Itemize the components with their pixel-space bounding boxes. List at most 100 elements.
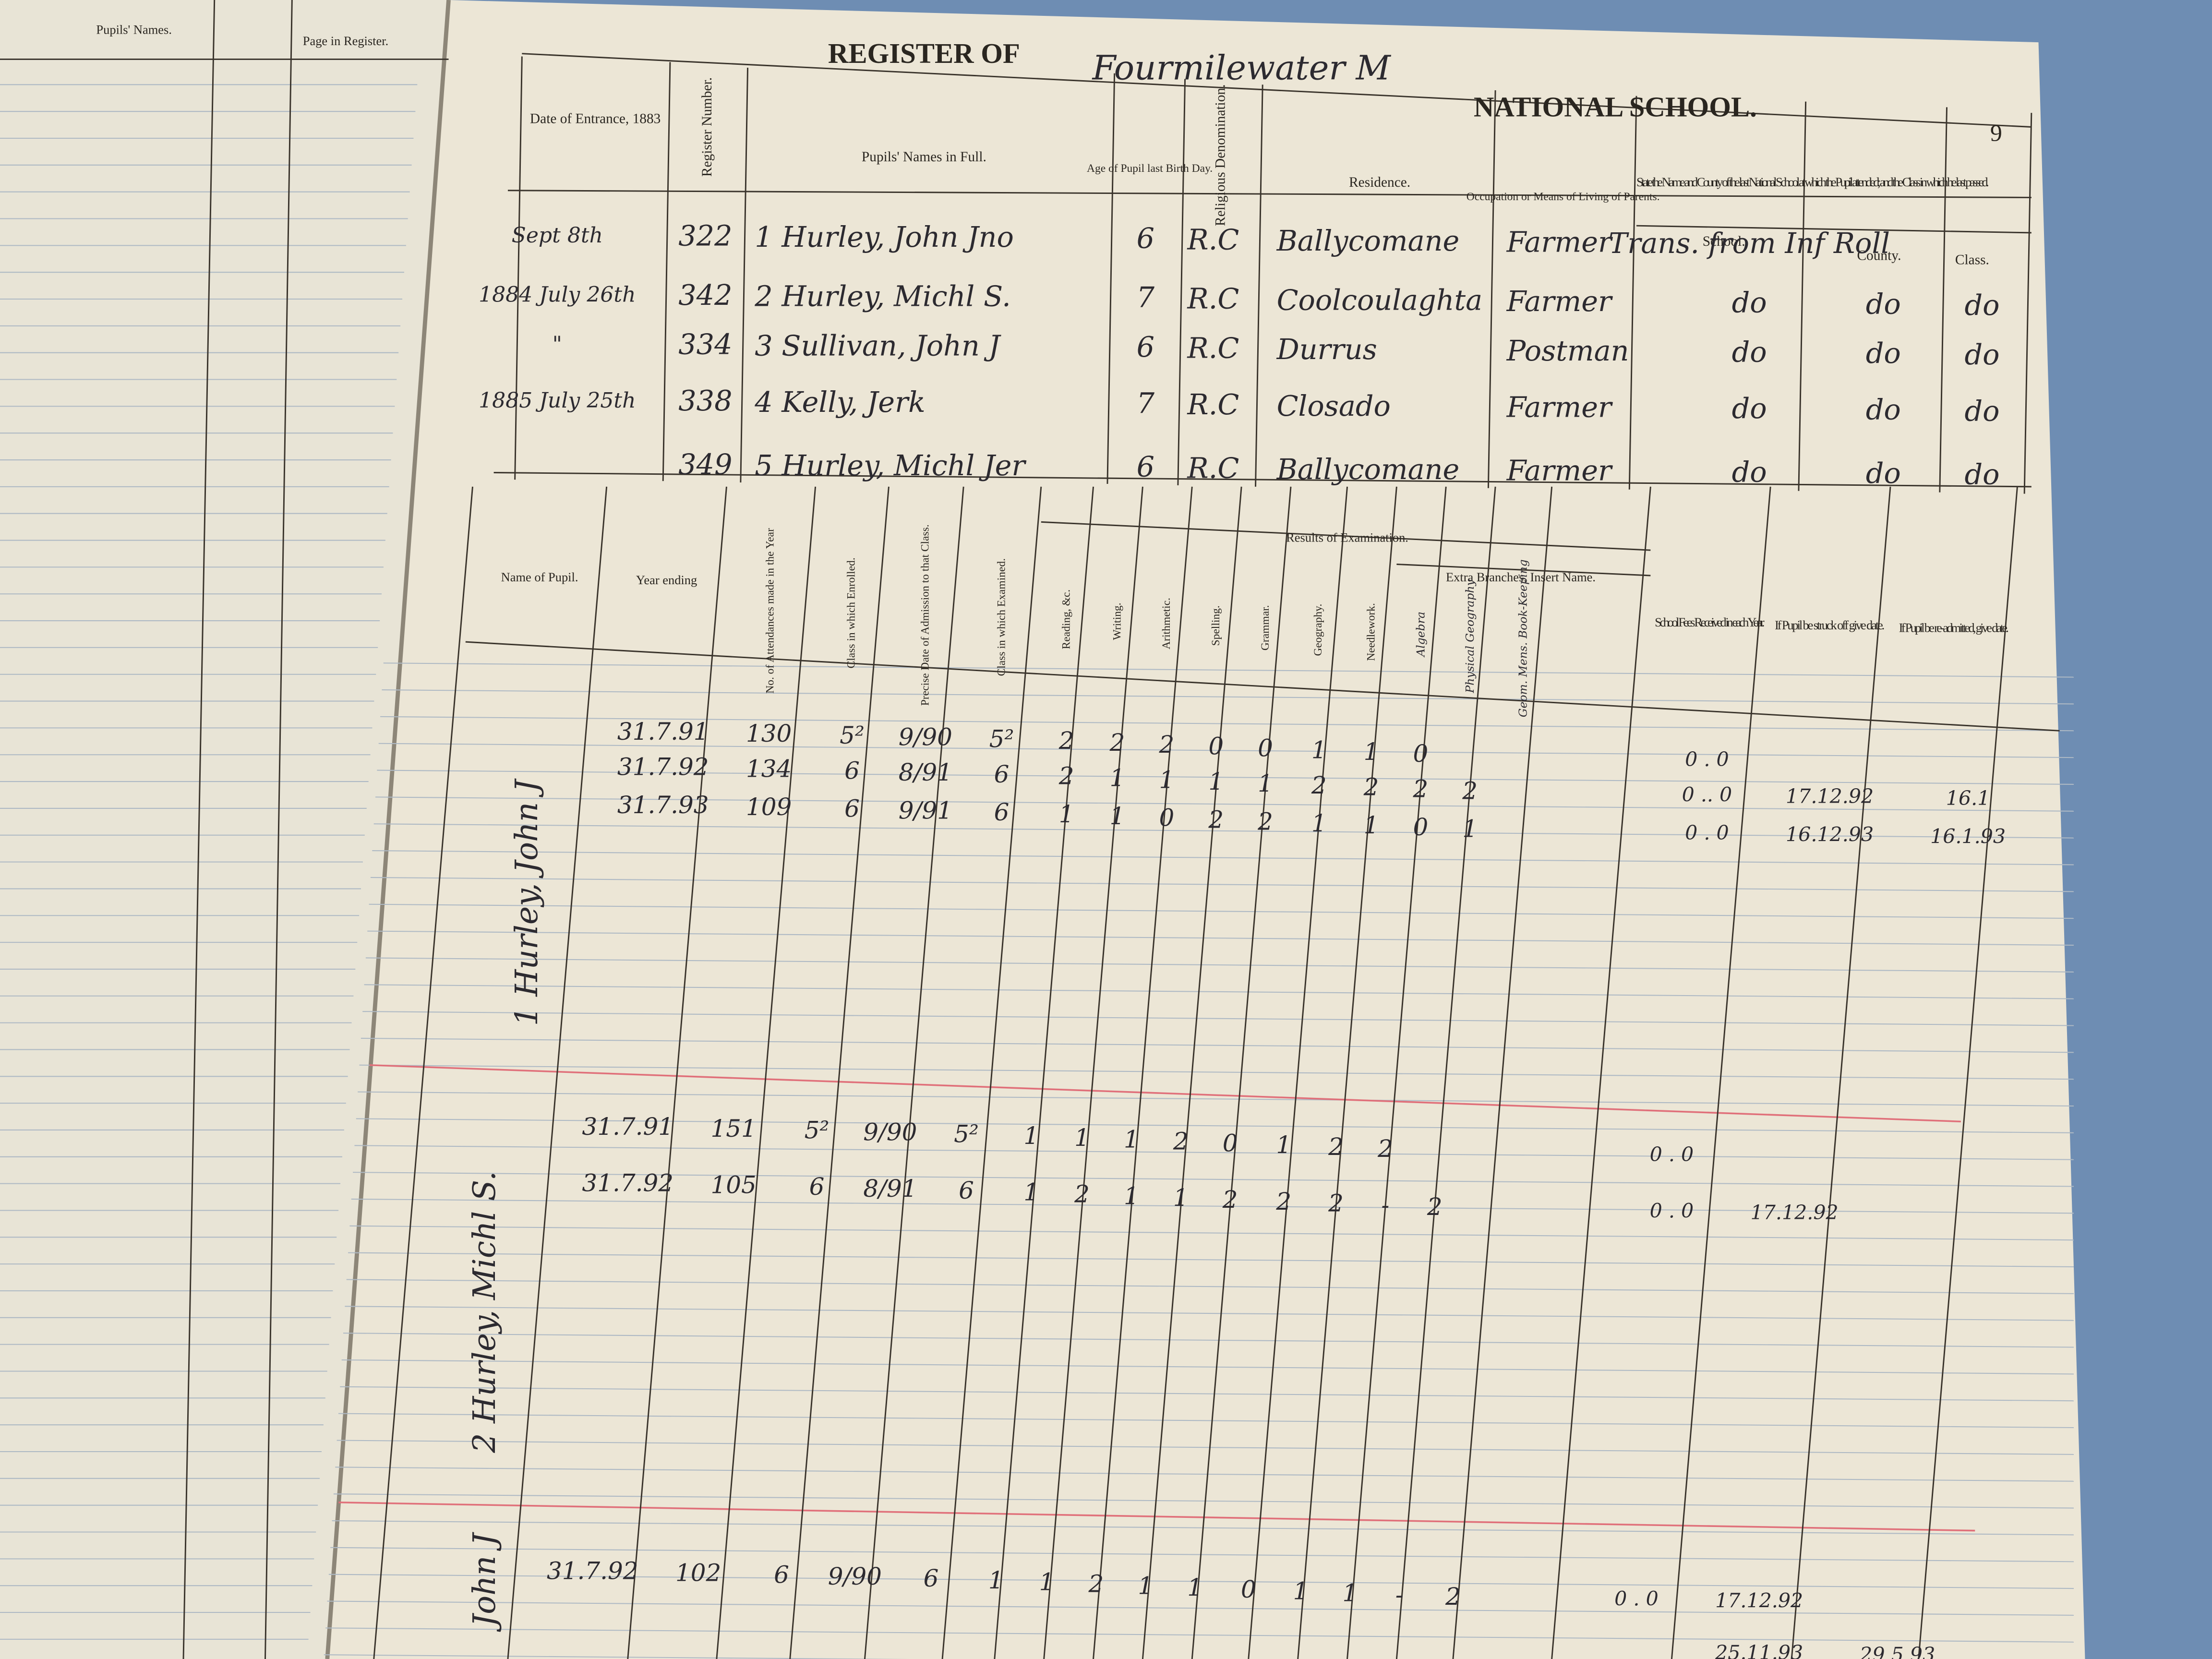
text: 2 bbox=[1208, 806, 1224, 834]
text: 2 Hurley, Michl S. bbox=[754, 279, 1011, 313]
text: Religious Denomination. bbox=[1213, 84, 1228, 226]
text: do bbox=[1732, 455, 1767, 488]
column-line bbox=[1191, 486, 1292, 1659]
text: 0 . 0 bbox=[1650, 1143, 1694, 1166]
ledger-line bbox=[383, 662, 2074, 678]
ledger-line bbox=[341, 1359, 2074, 1375]
text: Precise Date of Admission to that Class. bbox=[919, 524, 932, 706]
column-line bbox=[1551, 486, 1651, 1659]
text: 6 bbox=[924, 1564, 939, 1592]
text: do bbox=[1732, 392, 1767, 425]
header-line bbox=[507, 190, 2032, 198]
text: Residence. bbox=[1349, 175, 1410, 190]
text: 2 bbox=[1427, 1193, 1443, 1221]
column-line bbox=[941, 486, 1042, 1659]
text: 349 bbox=[678, 447, 732, 481]
column-line bbox=[662, 62, 671, 481]
text: 2 bbox=[1109, 729, 1125, 757]
text: 6 bbox=[994, 798, 1010, 826]
ledger-line bbox=[370, 877, 2074, 892]
column-line bbox=[1297, 486, 1397, 1659]
text: 16.12.93 bbox=[1786, 823, 1874, 846]
text: 322 bbox=[678, 219, 732, 252]
text: 1 bbox=[1110, 764, 1125, 792]
column-line bbox=[1628, 96, 1637, 490]
ledger-line bbox=[346, 1279, 2074, 1294]
text: 1 bbox=[1110, 802, 1125, 830]
text: 6 bbox=[1137, 450, 1154, 483]
text: do bbox=[1866, 287, 1901, 320]
text: R.C bbox=[1187, 282, 1239, 315]
ledger-line bbox=[348, 1252, 2074, 1268]
text: 17.12.92 bbox=[1751, 1201, 1839, 1224]
text: Class in which Examined. bbox=[995, 558, 1008, 676]
text: 0 bbox=[1241, 1575, 1256, 1603]
text: 1 bbox=[1187, 1574, 1202, 1601]
text: 9 bbox=[1990, 120, 2002, 146]
text: Physical Geography bbox=[1463, 579, 1477, 693]
text: 0 bbox=[1413, 740, 1428, 768]
text: R.C bbox=[1187, 223, 1239, 256]
column-line bbox=[373, 486, 473, 1659]
separator bbox=[338, 1502, 1975, 1532]
text: 0 . 0 bbox=[1650, 1199, 1694, 1222]
text: Age of Pupil last Birth Day. bbox=[1087, 162, 1213, 175]
column-line bbox=[507, 486, 608, 1659]
column-line bbox=[1248, 486, 1348, 1659]
text: 0 bbox=[1208, 733, 1224, 760]
ledger-line bbox=[372, 850, 2074, 866]
text: 0 bbox=[1223, 1129, 1238, 1157]
text: Farmer bbox=[1506, 285, 1613, 318]
ruling bbox=[0, 0, 2074, 1659]
text: " bbox=[553, 332, 562, 357]
text: 109 bbox=[746, 793, 792, 821]
text: John J bbox=[467, 1532, 503, 1632]
column-line bbox=[864, 486, 964, 1659]
text: 7 bbox=[1137, 281, 1155, 314]
column-line bbox=[1106, 73, 1116, 484]
text: 1 bbox=[1364, 811, 1379, 839]
text: do bbox=[1964, 458, 1999, 491]
text: do bbox=[1866, 457, 1901, 490]
text: - bbox=[1395, 1581, 1404, 1609]
header-line bbox=[1396, 564, 1651, 577]
column-line bbox=[1395, 486, 1496, 1659]
ledger-line bbox=[359, 1064, 2074, 1080]
text: Farmer bbox=[1506, 226, 1613, 259]
text: 2 bbox=[1088, 1570, 1104, 1598]
text: 1 bbox=[988, 1566, 1004, 1594]
text: 2 bbox=[1058, 727, 1074, 755]
text: 1 Hurley, John Jno bbox=[755, 220, 1014, 253]
text: do bbox=[1866, 393, 1901, 426]
text: 3 Sullivan, John J bbox=[755, 329, 1001, 362]
ledger-line bbox=[373, 823, 2074, 839]
ledger-line bbox=[380, 716, 2074, 732]
text: Date of Entrance, 1883 bbox=[530, 111, 661, 127]
text: 31.7.91 bbox=[617, 718, 709, 745]
column-line bbox=[1939, 107, 1948, 493]
right-page bbox=[327, 0, 2085, 1659]
text: 0 . 0 bbox=[1685, 821, 1729, 844]
ledger-line bbox=[369, 903, 2074, 919]
ledger-line bbox=[333, 1493, 2074, 1509]
text: 5² bbox=[805, 1117, 830, 1144]
text: 6 bbox=[994, 760, 1010, 788]
text: Class in which Enrolled. bbox=[845, 557, 857, 668]
text: Register Number. bbox=[699, 77, 715, 177]
text: Coolcoulaghta bbox=[1277, 283, 1483, 316]
ledger-line bbox=[382, 689, 2074, 705]
text: 105 bbox=[710, 1171, 756, 1199]
text: Durrus bbox=[1276, 333, 1377, 366]
ledger-line bbox=[324, 1654, 910, 1659]
text: do bbox=[1964, 394, 1999, 427]
text: 31.7.93 bbox=[617, 791, 709, 819]
text: 29.5.93 bbox=[1859, 1643, 1935, 1659]
text: 2 bbox=[1158, 731, 1174, 758]
ledger-line bbox=[375, 796, 2074, 812]
text: NATIONAL SCHOOL. bbox=[1474, 92, 1757, 123]
column-line bbox=[740, 68, 749, 483]
column-line bbox=[789, 486, 890, 1659]
text: 6 bbox=[1137, 330, 1154, 363]
header-line bbox=[465, 641, 2060, 732]
